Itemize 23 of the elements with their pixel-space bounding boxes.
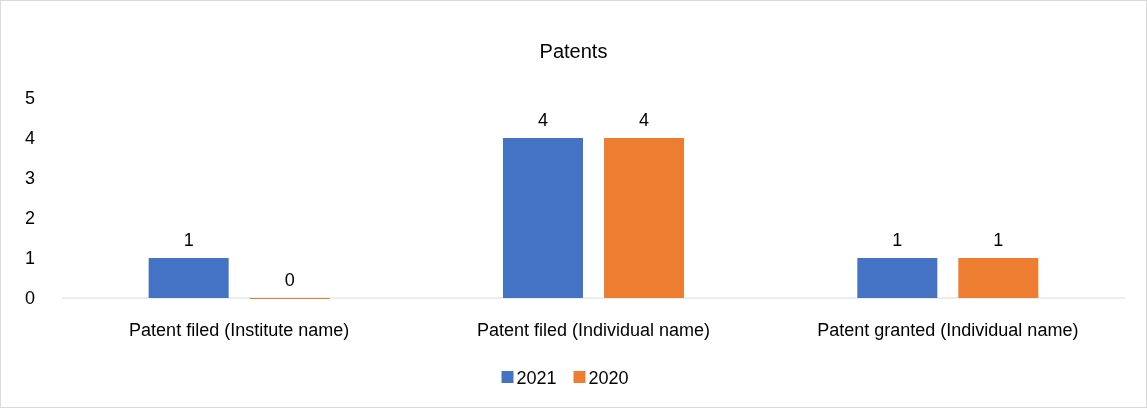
chart-title: Patents: [539, 40, 608, 62]
y-tick-label: 4: [24, 128, 36, 149]
y-tick-label: 5: [24, 88, 36, 109]
x-tick-label: Patent filed (Individual name): [476, 320, 711, 340]
data-label: 1: [892, 230, 903, 250]
bar: [604, 138, 684, 298]
data-label: 4: [638, 110, 650, 130]
y-tick-label: 1: [24, 248, 36, 269]
x-tick-label: Patent granted (Individual name): [817, 320, 1079, 340]
bar: [857, 258, 938, 298]
bar: [148, 258, 229, 298]
y-tick-label: 3: [24, 168, 36, 189]
x-tick-label: Patent filed (Institute name): [129, 320, 350, 340]
legend-label: 2021: [516, 368, 557, 389]
data-label: 0: [284, 270, 295, 290]
bar: [503, 138, 583, 298]
bar: [958, 258, 1039, 298]
legend-label: 2020: [588, 368, 629, 389]
y-tick-label: 0: [24, 288, 36, 309]
data-label: 1: [183, 230, 194, 250]
data-label: 4: [537, 110, 549, 130]
data-label: 1: [993, 230, 1004, 250]
y-tick-label: 2: [24, 208, 36, 229]
